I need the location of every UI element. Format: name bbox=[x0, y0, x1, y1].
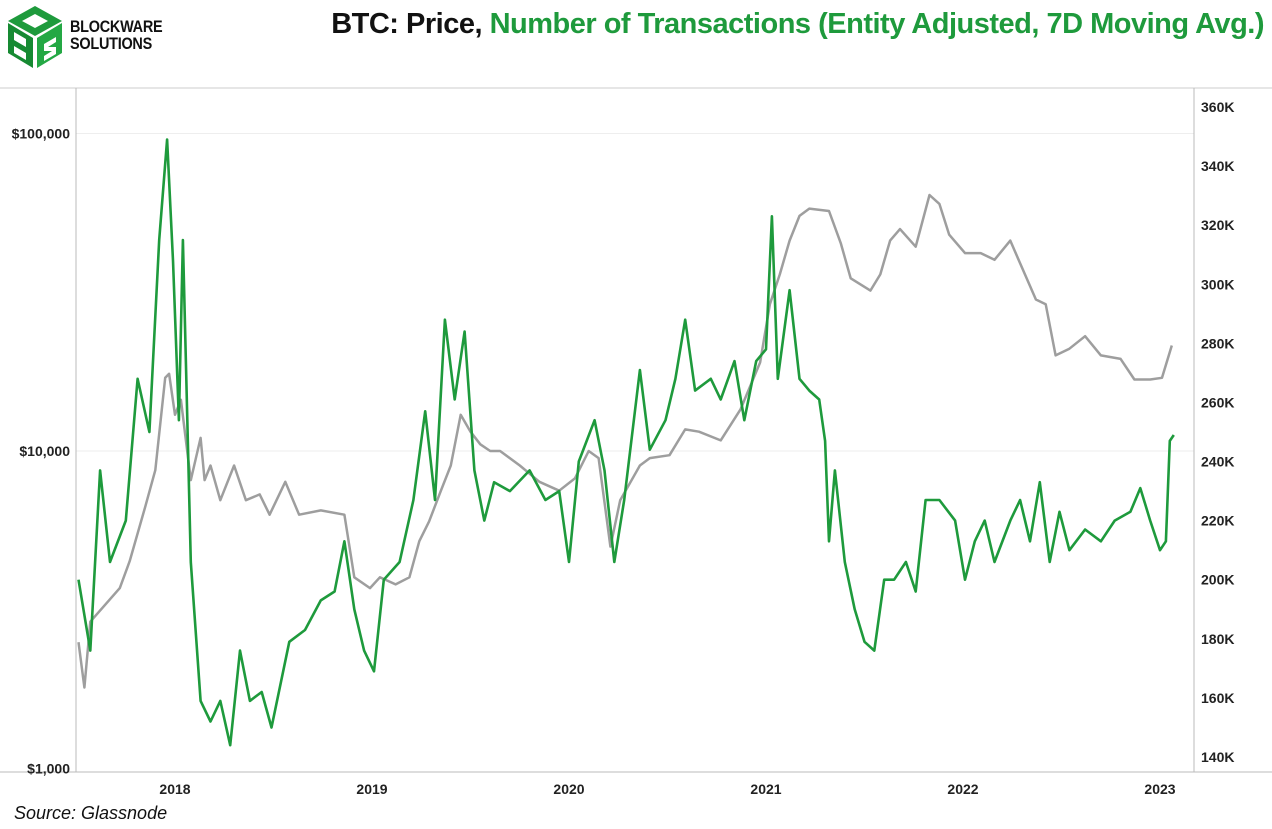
y-right-tick-label: 300K bbox=[1201, 276, 1234, 292]
y-right-tick-label: 260K bbox=[1201, 394, 1234, 410]
logo-line2: SOLUTIONS bbox=[70, 34, 153, 53]
y-right-tick-label: 180K bbox=[1201, 631, 1234, 647]
x-tick-label: 2018 bbox=[159, 781, 190, 797]
chart-title-transactions: Number of Transactions (Entity Adjusted,… bbox=[489, 8, 1265, 40]
y-right-tick-label: 320K bbox=[1201, 217, 1234, 233]
y-right-tick-label: 160K bbox=[1201, 690, 1234, 706]
blockware-logo: BLOCKWARE SOLUTIONS bbox=[4, 4, 164, 70]
transactions-series-line bbox=[77, 138, 1175, 747]
y-right-tick-label: 240K bbox=[1201, 454, 1234, 470]
y-right-tick-label: 360K bbox=[1201, 99, 1234, 115]
y-right-tick-label: 200K bbox=[1201, 572, 1234, 588]
x-tick-label: 2019 bbox=[356, 781, 387, 797]
logo-line1: BLOCKWARE bbox=[70, 17, 163, 36]
chart-title: BTC: Price, Number of Transactions (Enti… bbox=[331, 8, 1264, 41]
y-left-tick-label: $1,000 bbox=[27, 761, 70, 777]
y-right-tick-label: 220K bbox=[1201, 513, 1234, 529]
y-right-tick-label: 280K bbox=[1201, 335, 1234, 351]
chart-title-price: BTC: Price, bbox=[331, 8, 483, 40]
y-right-tick-label: 140K bbox=[1201, 749, 1234, 765]
x-tick-label: 2021 bbox=[750, 781, 781, 797]
y-right-tick-label: 340K bbox=[1201, 158, 1234, 174]
y-left-tick-label: $100,000 bbox=[12, 126, 71, 142]
price-series-line bbox=[77, 193, 1173, 689]
x-tick-label: 2022 bbox=[947, 781, 978, 797]
source-note: Source: Glassnode bbox=[14, 803, 168, 823]
x-tick-label: 2020 bbox=[553, 781, 584, 797]
logo-cube-icon bbox=[8, 6, 62, 68]
x-tick-label: 2023 bbox=[1144, 781, 1175, 797]
y-left-tick-label: $10,000 bbox=[19, 443, 70, 459]
